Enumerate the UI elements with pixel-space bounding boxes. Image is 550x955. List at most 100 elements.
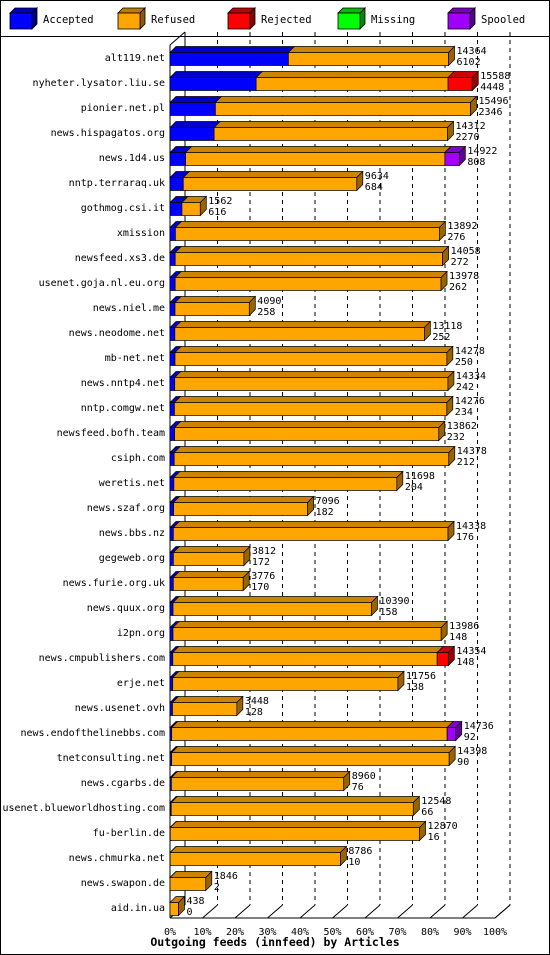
top-edge	[169, 31, 186, 46]
category-label: news.niel.me	[93, 303, 165, 314]
bar-refused	[172, 552, 245, 566]
bar-accepted	[169, 652, 174, 666]
bar-side-refused	[470, 95, 477, 117]
category-label: news.swapon.de	[81, 878, 165, 889]
total-label: 8786	[348, 846, 372, 857]
accepted-label: 272	[451, 257, 469, 268]
bar-accepted	[169, 502, 174, 516]
legend-swatch	[447, 12, 471, 30]
category-label: newsfeed.bofh.team	[57, 428, 165, 439]
legend-swatch	[227, 12, 251, 30]
total-label: 14276	[455, 396, 485, 407]
category-label: news.quux.org	[87, 603, 165, 614]
legend-label: Rejected	[261, 14, 312, 26]
bar-spooled	[444, 152, 460, 166]
bar-accepted	[169, 427, 175, 441]
legend-label: Accepted	[43, 14, 94, 26]
x-tick-label: 0%	[164, 927, 176, 938]
category-label: news.1d4.us	[99, 153, 165, 164]
bar-top-refused	[182, 171, 364, 178]
category-label: newsfeed.xs3.de	[75, 253, 165, 264]
bar-accepted	[169, 602, 174, 616]
total-label: 1846	[214, 871, 238, 882]
bar-side-refused	[419, 820, 426, 842]
bar-refused	[175, 227, 440, 241]
total-label: 3776	[251, 571, 275, 582]
accepted-label: 234	[455, 407, 473, 418]
category-label: news.bbs.nz	[99, 528, 165, 539]
bar-refused	[174, 302, 250, 316]
category-label: fu-berlin.de	[93, 828, 165, 839]
bar-side-refused	[178, 895, 185, 917]
accepted-label: 252	[432, 332, 450, 343]
legend-label: Refused	[151, 14, 195, 26]
bar-side-spooled	[455, 720, 463, 742]
bar-side-spooled	[458, 145, 466, 167]
bar-accepted	[169, 52, 289, 66]
bar-side-refused	[205, 870, 213, 892]
bar-side-refused	[412, 795, 420, 817]
total-label: 3812	[252, 546, 276, 557]
accepted-label: 128	[245, 707, 263, 718]
bar-top-refused	[214, 96, 478, 103]
bar-top-refused	[173, 321, 432, 328]
accepted-label: 204	[405, 482, 423, 493]
category-label: csiph.com	[111, 453, 165, 464]
x-tick-label: 10%	[193, 927, 211, 938]
bar-accepted	[169, 327, 176, 341]
bar-side-refused	[446, 395, 454, 417]
accepted-label: 808	[467, 157, 485, 168]
bar-top-refused	[287, 46, 456, 53]
bar-top-refused	[170, 796, 421, 803]
bar-accepted	[169, 202, 183, 216]
bar-side-refused	[243, 545, 251, 567]
bar-refused	[171, 727, 448, 741]
accepted-label: 148	[449, 632, 467, 643]
bar-top-accepted	[169, 121, 221, 128]
bar-side-refused	[242, 570, 250, 592]
bar-refused	[169, 852, 341, 866]
bar-accepted	[169, 152, 186, 166]
category-label: usenet.blueworldhosting.com	[2, 803, 165, 814]
total-label: 1562	[208, 196, 232, 207]
category-label: xmission	[117, 228, 165, 239]
bar-refused	[174, 402, 448, 416]
bar-side-refused	[442, 245, 449, 267]
bar-refused	[172, 702, 238, 716]
floor-gridline	[202, 904, 218, 919]
accepted-label: 90	[457, 757, 469, 768]
accepted-label: 16	[428, 832, 440, 843]
x-tick-label: 50%	[323, 927, 341, 938]
total-label: 15496	[478, 96, 508, 107]
bar-refused	[174, 427, 440, 441]
accepted-label: 170	[251, 582, 269, 593]
bar-top-refused	[169, 821, 427, 828]
bar-side-refused	[396, 470, 404, 492]
bar-top-refused	[173, 396, 454, 403]
floor-gridline	[267, 904, 283, 919]
total-label: 438	[186, 896, 204, 907]
category-label: news.nntp4.net	[81, 378, 165, 389]
category-label: nntp.terraraq.uk	[69, 178, 165, 189]
floor-gridline	[429, 904, 446, 919]
plot-area: 0% 10% 20% 30% 40% 50% 60% 70% 80% 90% 100% alt119.…	[2, 31, 511, 938]
accepted-label: 242	[456, 382, 474, 393]
legend-swatch	[117, 12, 141, 30]
bar-top-refused	[173, 371, 455, 378]
bar-top-refused	[174, 221, 447, 228]
bar-refused	[173, 477, 398, 491]
total-label: 13862	[447, 421, 477, 432]
bar-refused	[172, 577, 244, 591]
bar-side-refused	[424, 320, 431, 342]
